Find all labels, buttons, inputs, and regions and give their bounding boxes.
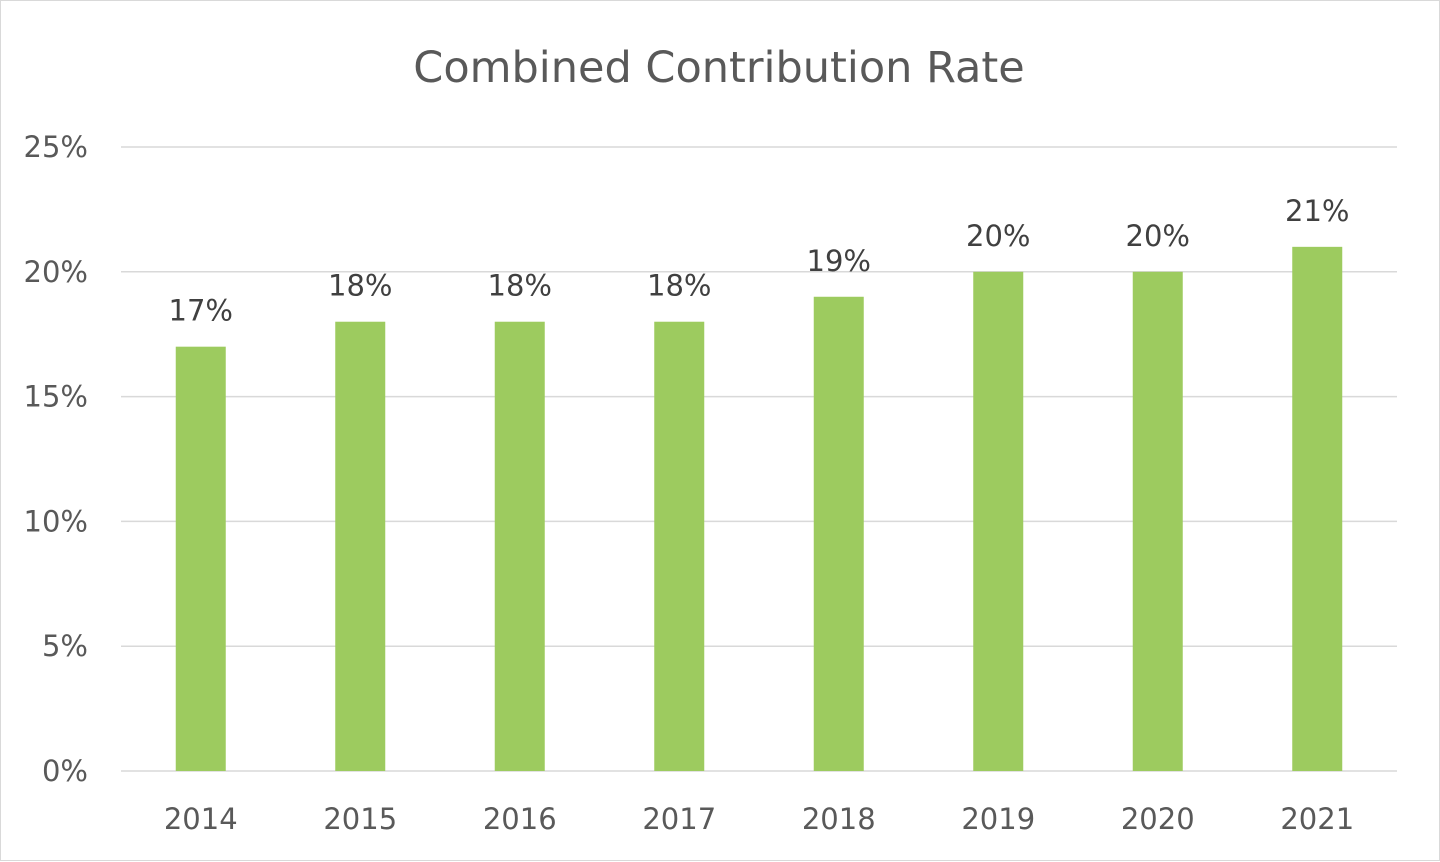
data-label-2015: 18%	[328, 269, 392, 303]
y-tick-label: 0%	[42, 754, 88, 788]
chart-title: Combined Contribution Rate	[413, 43, 1024, 93]
bar-2021	[1292, 246, 1343, 772]
bar-2016	[494, 321, 545, 771]
x-tick-label-2014: 2014	[164, 802, 238, 836]
y-tick-label: 15%	[24, 380, 88, 414]
bar-2014	[175, 346, 226, 771]
data-label-2019: 20%	[966, 219, 1030, 253]
bars	[175, 246, 1343, 772]
data-label-2020: 20%	[1126, 219, 1190, 253]
data-label-2017: 18%	[647, 269, 711, 303]
y-axis-ticks: 0% 5% 10% 15% 20% 25%	[24, 130, 88, 788]
data-label-2021: 21%	[1285, 194, 1349, 228]
y-tick-label: 5%	[42, 629, 88, 663]
x-tick-label-2020: 2020	[1121, 802, 1195, 836]
data-label-2018: 19%	[807, 244, 871, 278]
y-tick-label: 25%	[24, 130, 88, 164]
bar-2020	[1132, 271, 1183, 771]
x-tick-label-2018: 2018	[802, 802, 876, 836]
y-tick-label: 20%	[24, 255, 88, 289]
gridlines	[121, 146, 1397, 772]
data-label-2016: 18%	[488, 269, 552, 303]
x-tick-label-2021: 2021	[1280, 802, 1354, 836]
bar-2017	[654, 321, 705, 771]
x-tick-label-2019: 2019	[961, 802, 1035, 836]
bar-2019	[973, 271, 1024, 771]
x-tick-label-2017: 2017	[642, 802, 716, 836]
x-tick-label-2016: 2016	[483, 802, 557, 836]
bar-2015	[335, 321, 386, 771]
data-label-2014: 17%	[169, 294, 233, 328]
y-tick-label: 10%	[24, 504, 88, 538]
x-axis-ticks: 2014 2015 2016 2017 2018 2019 2020 2021	[164, 802, 1354, 836]
data-labels: 17% 18% 18% 18% 19% 20% 20% 21%	[169, 194, 1350, 328]
bar-2018	[813, 296, 864, 771]
x-tick-label-2015: 2015	[323, 802, 397, 836]
